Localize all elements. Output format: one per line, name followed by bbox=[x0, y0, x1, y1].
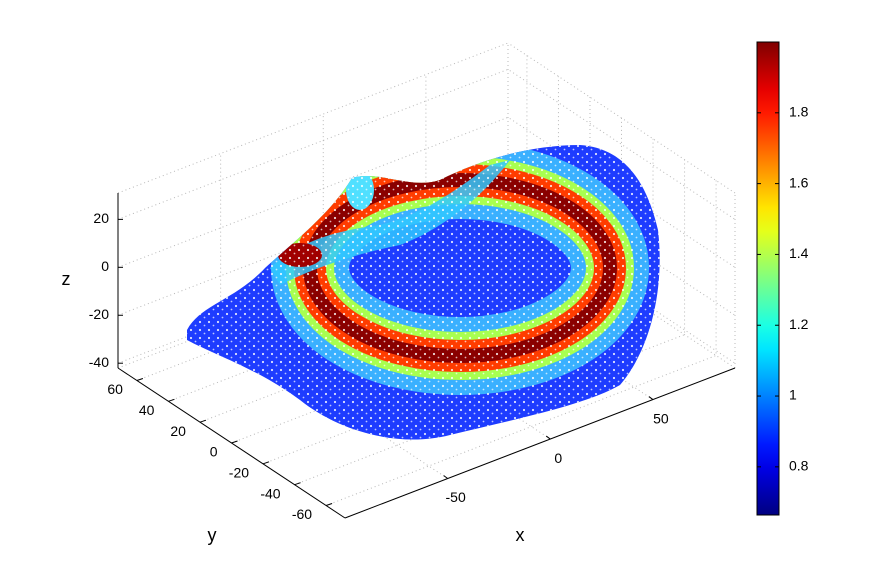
box-edge bbox=[117, 42, 509, 194]
y-tick bbox=[294, 482, 301, 486]
y-tick bbox=[231, 440, 238, 444]
y-tick bbox=[199, 419, 207, 423]
colorbar-tick-label: 1 bbox=[789, 387, 797, 403]
colorbar-tick-label: 1.6 bbox=[789, 174, 809, 190]
y-tick-label: 60 bbox=[107, 381, 123, 397]
z-tick-label: -20 bbox=[89, 306, 109, 322]
z-tick-label: 0 bbox=[101, 258, 109, 274]
y-tick bbox=[168, 398, 175, 402]
surface bbox=[187, 145, 660, 440]
axis-layer: -50 0 50 -60 -40 -20 0 20 40 60 -40 -20 0 20 bbox=[89, 193, 736, 522]
surface-points bbox=[187, 145, 660, 440]
x-tick-label: -50 bbox=[446, 489, 466, 505]
axis-line bbox=[344, 367, 736, 519]
colorbar bbox=[756, 41, 780, 516]
y-tick bbox=[325, 503, 333, 506]
y-tick-label: 40 bbox=[139, 402, 155, 418]
y-tick-label: -20 bbox=[229, 465, 249, 481]
colorbar-tick-label: 1.2 bbox=[789, 316, 809, 332]
y-tick bbox=[262, 461, 270, 465]
x-tick bbox=[443, 475, 448, 479]
y-tick bbox=[136, 378, 144, 381]
colorbar-tick-label: 0.8 bbox=[789, 458, 809, 474]
y-tick-label: -60 bbox=[292, 506, 312, 522]
x-tick-label: 50 bbox=[653, 410, 669, 426]
y-tick-label: -40 bbox=[260, 485, 280, 501]
y-axis-label: y bbox=[208, 525, 217, 545]
z-axis-label: z bbox=[62, 269, 71, 289]
colorbar-tick-label: 1.8 bbox=[789, 104, 809, 120]
x-tick bbox=[545, 435, 551, 440]
y-tick-label: 20 bbox=[170, 423, 186, 439]
x-axis-label: x bbox=[516, 525, 525, 545]
x-tick-label: 0 bbox=[554, 450, 562, 466]
z-tick-label: 20 bbox=[93, 210, 109, 226]
y-tick-label: 0 bbox=[210, 444, 218, 460]
x-tick bbox=[648, 396, 654, 400]
z-tick-label: -40 bbox=[89, 354, 109, 370]
colorbar-tick-label: 1.4 bbox=[789, 245, 809, 261]
